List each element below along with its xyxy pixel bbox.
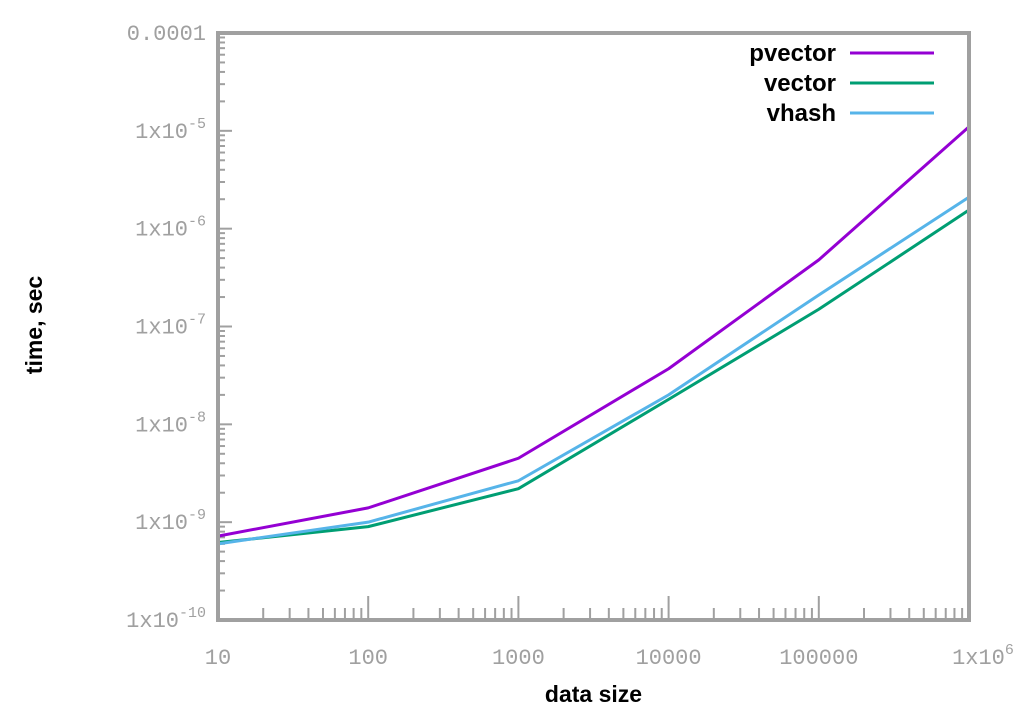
x-tick-label: 1x106 bbox=[952, 642, 1014, 671]
y-tick-label: 1x10-10 bbox=[126, 605, 206, 634]
y-tick-label: 1x10-7 bbox=[135, 312, 206, 341]
x-tick-label: 100 bbox=[348, 646, 388, 671]
y-tick-label: 0.0001 bbox=[127, 22, 206, 47]
x-tick-label: 10 bbox=[205, 646, 231, 671]
legend-label-vector: vector bbox=[764, 70, 836, 97]
ticks-layer bbox=[217, 36, 964, 621]
series-line-vector bbox=[217, 208, 970, 544]
x-axis-title: data size bbox=[545, 681, 642, 707]
x-tick-label: 100000 bbox=[779, 646, 858, 671]
y-tick-label: 1x10-6 bbox=[135, 214, 206, 243]
legend: pvector vector vhash bbox=[749, 40, 934, 127]
y-axis-title: time, sec bbox=[21, 276, 47, 375]
y-tick-label: 1x10-5 bbox=[135, 116, 206, 145]
x-tick-label: 1000 bbox=[492, 646, 545, 671]
labels-layer: 1x10-10 1x10-9 1x10-8 1x10-7 1x10-6 1x10-5 0.0… bbox=[126, 22, 1014, 671]
legend-label-pvector: pvector bbox=[749, 40, 836, 67]
y-tick-label: 1x10-8 bbox=[135, 409, 206, 438]
series-layer bbox=[217, 125, 970, 546]
series-line-pvector bbox=[217, 125, 970, 538]
y-tick-label: 1x10-9 bbox=[135, 507, 206, 536]
x-tick-label: 10000 bbox=[636, 646, 702, 671]
legend-label-vhash: vhash bbox=[767, 100, 836, 127]
plot-frame bbox=[216, 31, 971, 622]
series-line-vhash bbox=[217, 195, 970, 546]
